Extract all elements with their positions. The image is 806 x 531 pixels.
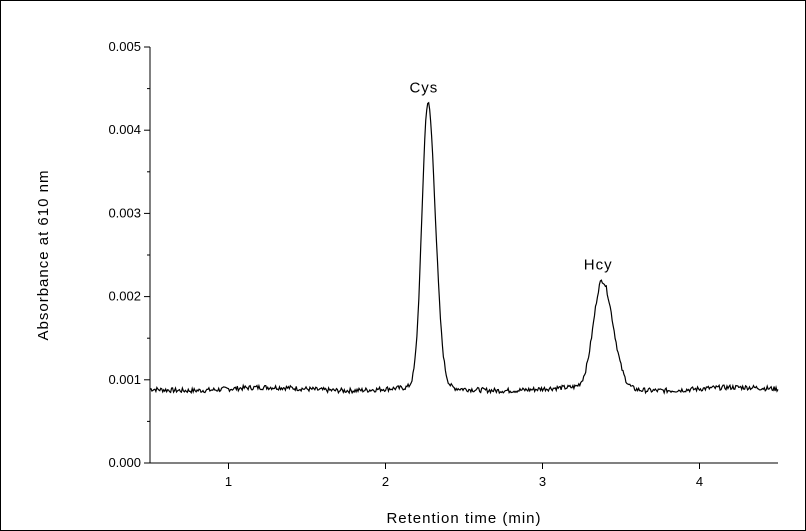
absorbance-trace: [149, 101, 779, 395]
y-tick-label: 0.002: [108, 289, 141, 304]
y-tick-label: 0.004: [108, 122, 141, 137]
x-axis-label: Retention time (min): [386, 510, 541, 527]
peak-label: Cys: [409, 79, 438, 96]
x-tick-label: 1: [225, 474, 232, 489]
x-tick-label: 4: [696, 474, 703, 489]
axes: 0.000 0.001 0.002 0.003 0.004 0.005 1 2 3 4: [108, 39, 778, 489]
y-tick-label: 0.001: [108, 372, 141, 387]
y-axis-label: Absorbance at 610 nm: [35, 170, 52, 341]
peak-annotations: Cys Hcy: [409, 79, 613, 274]
y-tick-label: 0.003: [108, 205, 141, 220]
y-tick-label: 0.000: [108, 455, 141, 470]
x-tick-label: 3: [539, 474, 546, 489]
x-tick-label: 2: [382, 474, 389, 489]
peak-label: Hcy: [584, 257, 613, 274]
y-tick-label: 0.005: [108, 39, 141, 54]
